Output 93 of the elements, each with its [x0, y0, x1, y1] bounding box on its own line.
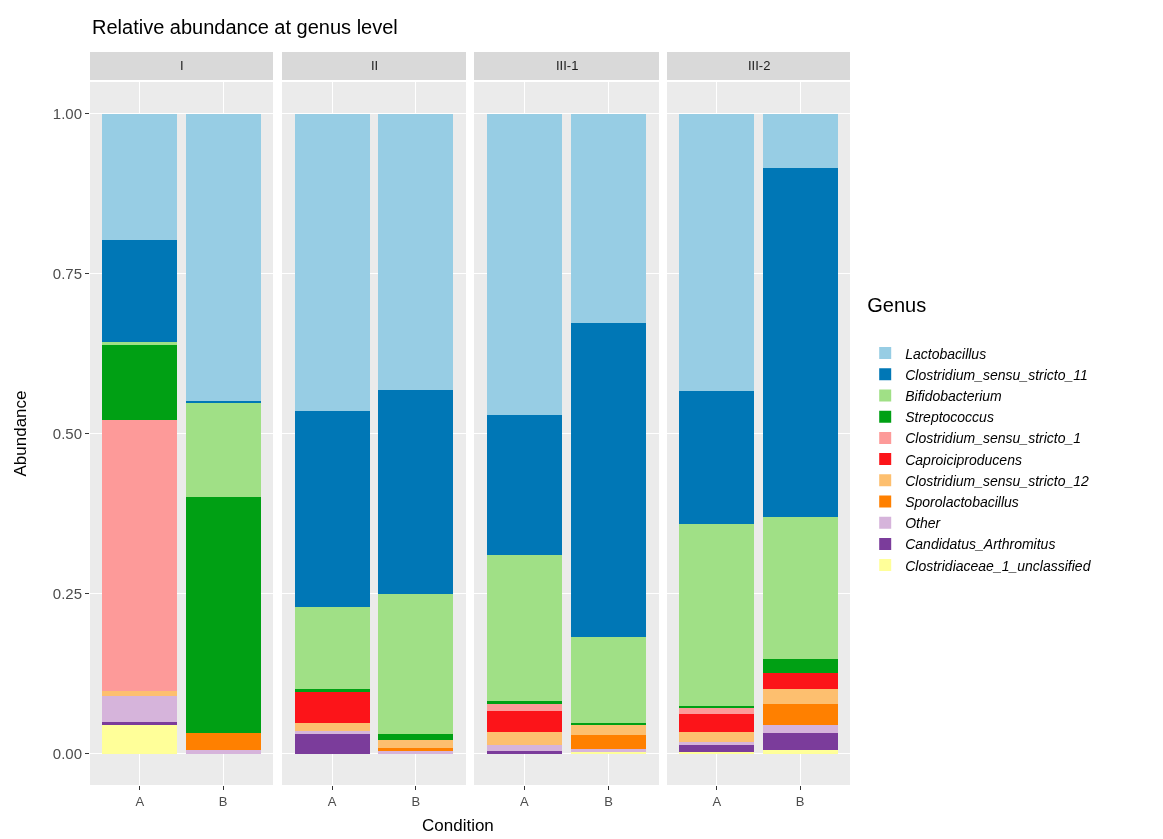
bar	[570, 724, 647, 736]
legend-label: Clostridium_sensu_stricto_1	[905, 430, 1082, 447]
bar	[486, 415, 563, 556]
bar	[679, 741, 755, 745]
legend-label: Sporolactobacillus	[905, 493, 1019, 510]
bar	[185, 496, 261, 734]
bar	[762, 689, 838, 704]
bar	[102, 724, 178, 754]
bar	[102, 696, 178, 723]
bar	[378, 593, 454, 735]
bar	[570, 113, 647, 323]
bar	[294, 733, 370, 754]
bar	[486, 745, 563, 752]
legend-label: Clostridium_sensu_stricto_11	[905, 366, 1088, 383]
bar	[294, 722, 370, 732]
bar	[102, 344, 178, 421]
x-tick-label: A	[712, 793, 722, 809]
legend-label: Caproiciproducens	[905, 451, 1022, 468]
bar	[294, 113, 370, 412]
legend-label: Streptococcus	[905, 409, 994, 426]
bar	[185, 402, 261, 497]
x-tick-label: B	[795, 793, 805, 809]
x-tick-label: A	[327, 793, 337, 809]
bar	[294, 731, 370, 734]
bar	[378, 113, 454, 390]
legend-label: Clostridiaceae_1_unclassified	[905, 557, 1092, 574]
bar	[570, 735, 647, 750]
x-tick-label: B	[411, 793, 421, 809]
y-tick-label: 0.50	[52, 425, 82, 443]
bar	[378, 734, 454, 741]
chart-title: III-2	[748, 58, 771, 73]
legend-title: Genus	[867, 293, 927, 316]
bar	[294, 411, 370, 608]
bar	[570, 322, 647, 638]
bar	[679, 731, 755, 742]
y-tick-label: 1.00	[52, 105, 82, 123]
bar	[679, 744, 755, 753]
bar	[762, 167, 838, 517]
bar	[762, 732, 838, 751]
bar	[486, 113, 563, 416]
bar	[378, 747, 454, 752]
legend-label: Clostridium_sensu_stricto_12	[905, 472, 1090, 489]
bar	[486, 555, 563, 702]
bar	[570, 637, 647, 723]
bar	[762, 750, 838, 754]
bar	[294, 691, 370, 723]
bar	[679, 707, 755, 714]
bar	[762, 673, 838, 690]
bar	[378, 389, 454, 594]
bar	[102, 690, 178, 697]
bar	[762, 516, 838, 659]
bar	[679, 524, 755, 706]
x-tick-label: A	[135, 793, 145, 809]
y-tick-label: 0.00	[52, 744, 82, 762]
chart-title: II	[371, 58, 379, 73]
bar	[102, 722, 178, 725]
legend-label: Lactobacillus	[905, 345, 987, 362]
chart-title: III-1	[556, 58, 579, 73]
bar	[762, 724, 838, 733]
bar	[102, 113, 178, 240]
bar	[679, 714, 755, 732]
chart-title: I	[180, 58, 184, 73]
bar	[378, 740, 454, 748]
bar	[679, 390, 755, 525]
bar	[378, 751, 454, 754]
bar	[102, 420, 178, 691]
bar	[185, 733, 261, 751]
bar	[486, 751, 563, 754]
bar	[679, 113, 755, 391]
legend-label: Bifidobacterium	[905, 387, 1003, 404]
y-axis-title: Abundance	[10, 390, 30, 477]
y-tick-label: 0.25	[52, 584, 82, 602]
bar	[486, 731, 563, 746]
bar	[294, 689, 370, 692]
legend-label: Other	[905, 515, 942, 532]
legend-label: Candidatus_Arthromitus	[905, 536, 1056, 553]
x-tick-label: B	[218, 793, 228, 809]
bar	[762, 658, 838, 674]
bar	[102, 342, 178, 345]
bar	[486, 710, 563, 732]
x-axis-title: Condition	[422, 816, 494, 835]
bar	[486, 701, 563, 704]
text: Relative abundance at genus level	[92, 16, 398, 38]
bar	[185, 113, 261, 401]
y-tick-label: 0.75	[52, 265, 82, 283]
bar	[762, 703, 838, 725]
bar	[570, 722, 647, 725]
bar	[102, 240, 178, 343]
bar	[185, 750, 261, 754]
bar	[294, 607, 370, 690]
bar	[762, 113, 838, 168]
x-tick-label: A	[520, 793, 530, 809]
x-tick-label: B	[604, 793, 613, 809]
